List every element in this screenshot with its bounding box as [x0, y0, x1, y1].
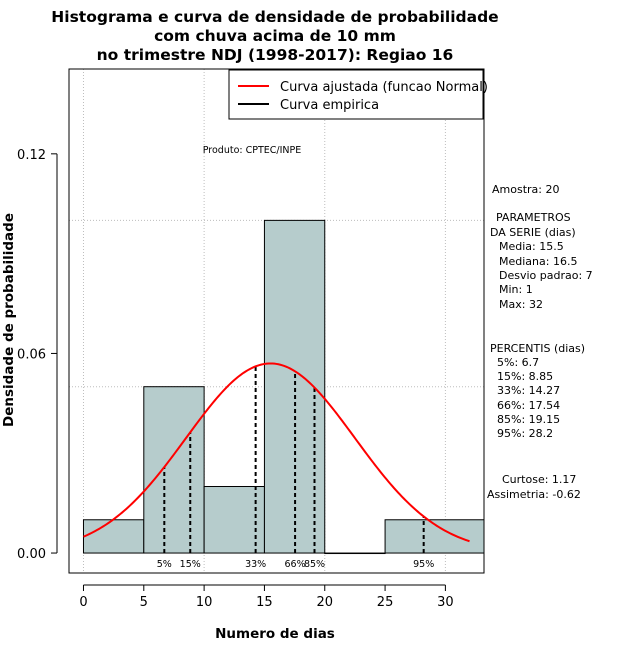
y-tick-label-0: 0.00	[17, 547, 46, 562]
x-tick-label-5: 5	[140, 595, 148, 610]
percentile-lines: 5% 15% 33% 66%85% 95%	[157, 366, 434, 570]
stat-std-dev: Desvio padrao: 7	[499, 269, 593, 282]
y-tick-label-1: 0.06	[17, 347, 46, 362]
x-axis-title: Numero de dias	[215, 626, 335, 642]
stat-median: Mediana: 16.5	[499, 255, 577, 268]
stat-min: Min: 1	[499, 283, 533, 296]
stat-p85: 85%: 19.15	[497, 413, 560, 426]
x-tick-label-10: 10	[196, 595, 213, 610]
stat-mean: Media: 15.5	[499, 240, 564, 253]
histogram-bar-0	[82, 519, 145, 554]
percentile-label-33%: 33%	[245, 559, 266, 570]
stat-params-heading: PARAMETROS	[496, 211, 571, 224]
chart-title-line-2: com chuva acima de 10 mm	[154, 27, 396, 45]
legend-label-empirical-curve: Curva empirica	[280, 98, 379, 113]
stat-sample-size: Amostra: 20	[492, 183, 559, 196]
x-tick-label-0: 0	[79, 595, 87, 610]
normal-curve	[83, 362, 470, 543]
x-tick-label-25: 25	[377, 595, 394, 610]
stat-p5: 5%: 6.7	[497, 356, 539, 369]
legend: Curva ajustada (funcao Normal) Curva emp…	[228, 69, 488, 120]
histogram-bar-1	[143, 386, 205, 554]
stat-skewness: Assimetria: -0.62	[487, 488, 581, 501]
chart-title-line-3: no trimestre NDJ (1998-2017): Regiao 16	[97, 46, 454, 64]
y-tick-label-2: 0.12	[17, 148, 46, 163]
percentile-label-15%: 15%	[180, 559, 201, 570]
stat-p95: 95%: 28.2	[497, 427, 553, 440]
legend-box	[228, 69, 484, 120]
stat-p33: 33%: 14.27	[497, 384, 560, 397]
plot-border	[68, 68, 485, 574]
chart-title-line-1: Histograma e curva de densidade de proba…	[51, 8, 498, 26]
stat-p15: 15%: 8.85	[497, 370, 553, 383]
side-statistics: Amostra: 20 PARAMETROS DA SERIE (dias) M…	[487, 183, 593, 501]
legend-label-normal-curve: Curva ajustada (funcao Normal)	[280, 80, 488, 95]
stat-percentiles-heading: PERCENTIS (dias)	[490, 342, 585, 355]
normal-curve-layer	[83, 362, 470, 543]
axes: 0 5 10 15 20 25 30 0.00 0.06 0.12	[17, 148, 454, 610]
stat-params-subheading: DA SERIE (dias)	[490, 226, 576, 239]
percentile-label-66%: 66%	[285, 559, 306, 570]
stat-kurtosis: Curtose: 1.17	[502, 473, 576, 486]
y-axis-title: Densidade de probabilidade	[1, 213, 17, 427]
histogram-bar-4	[324, 552, 386, 555]
percentile-label-5%: 5%	[157, 559, 172, 570]
x-tick-label-15: 15	[256, 595, 273, 610]
stat-max: Max: 32	[499, 298, 543, 311]
x-tick-label-20: 20	[316, 595, 333, 610]
x-tick-label-30: 30	[437, 595, 454, 610]
stat-p66: 66%: 17.54	[497, 399, 560, 412]
percentile-label-85%: 85%	[304, 559, 325, 570]
credit-text: Produto: CPTEC/INPE	[203, 145, 302, 156]
percentile-label-95%: 95%	[413, 559, 434, 570]
